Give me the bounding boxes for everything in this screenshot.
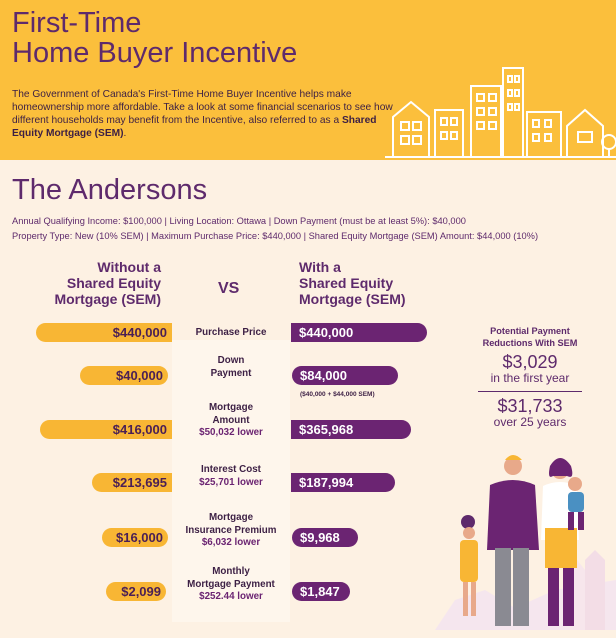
with-heading-line: With a [299,259,341,275]
without-monthly-payment-bar: $2,099 [106,582,166,601]
center-label-strip [172,340,290,622]
with-purchase-price-bar: $440,000 [291,323,427,342]
down-payment-label: Down Payment [172,355,290,380]
page-title: First-Time Home Buyer Incentive [12,8,297,68]
header-banner: First-Time Home Buyer Incentive The Gove… [0,0,616,160]
reductions-title-line: Potential Payment [490,326,570,336]
reductions-title-line: Reductions With SEM [482,338,578,348]
interest-cost-label: Interest Cost $25,701 lower [172,464,290,489]
purchase-price-label: Purchase Price [172,327,290,340]
label-line: Mortgage [208,402,254,413]
label-sub: $6,032 lower [201,537,261,548]
label-line: Mortgage Payment [187,578,275,590]
intro-paragraph: The Government of Canada's First-Time Ho… [12,88,404,140]
without-mortgage-amount-bar: $416,000 [40,420,172,439]
without-insurance-premium-bar: $16,000 [102,528,168,547]
intro-end: . [123,128,127,139]
label-line: Down [217,355,245,366]
label-line: Purchase Price [195,327,267,338]
with-sem-heading: With a Shared Equity Mortgage (SEM) [299,259,406,307]
with-insurance-premium-bar: $9,968 [292,528,358,547]
vs-label: VS [218,280,240,297]
family-title: The Andersons [12,174,208,206]
intro-bold: Shared Equity Mortgage (SEM) [12,115,377,139]
with-monthly-payment-bar: $1,847 [292,582,350,601]
without-heading-line: Mortgage (SEM) [54,291,161,307]
reductions-title: Potential Payment Reductions With SEM [462,325,598,349]
label-line: Monthly [212,566,250,577]
family-details-line-1: Annual Qualifying Income: $100,000 | Liv… [12,216,466,226]
insurance-premium-label: Mortgage Insurance Premium $6,032 lower [172,512,290,550]
label-line: Insurance Premium [185,524,277,536]
with-mortgage-amount-bar: $365,968 [291,420,411,439]
with-heading-line: Mortgage (SEM) [299,291,406,307]
without-interest-cost-bar: $213,695 [92,473,172,492]
city-skyline-illustration [385,67,616,158]
title-line-2: Home Buyer Incentive [12,37,298,69]
label-sub: $25,701 lower [199,476,263,488]
label-line: Payment [210,367,252,379]
without-heading-line: Without a [97,259,161,275]
reduction-25-year-label: over 25 years [493,415,567,429]
title-line-1: First-Time [12,7,142,39]
without-down-payment-bar: $40,000 [80,366,168,385]
label-sub: $252.44 lower [199,591,263,602]
without-heading-line: Shared Equity [66,275,161,291]
without-purchase-price-bar: $440,000 [36,323,172,342]
without-sem-heading: Without a Shared Equity Mortgage (SEM) [46,259,161,307]
with-interest-cost-bar: $187,994 [291,473,395,492]
down-payment-note: ($40,000 + $44,000 SEM) [300,391,375,398]
monthly-payment-label: Monthly Mortgage Payment $252.44 lower [172,566,290,604]
family-details-line-2: Property Type: New (10% SEM) | Maximum P… [12,231,539,241]
divider [478,391,582,392]
reduction-first-year-amount: $3,029 [502,352,558,372]
reduction-25-year-amount: $31,733 [497,396,563,416]
label-sub: $50,032 lower [199,427,263,438]
intro-text: The Government of Canada's First-Time Ho… [12,89,393,126]
label-line: Mortgage [208,512,254,523]
mortgage-amount-label: Mortgage Amount $50,032 lower [172,402,290,440]
label-line: Amount [212,414,250,426]
with-heading-line: Shared Equity [299,275,394,291]
family-illustration [435,455,616,630]
with-down-payment-bar: $84,000 [292,366,398,385]
reduction-first-year-label: in the first year [490,371,570,385]
label-line: Interest Cost [201,464,261,475]
